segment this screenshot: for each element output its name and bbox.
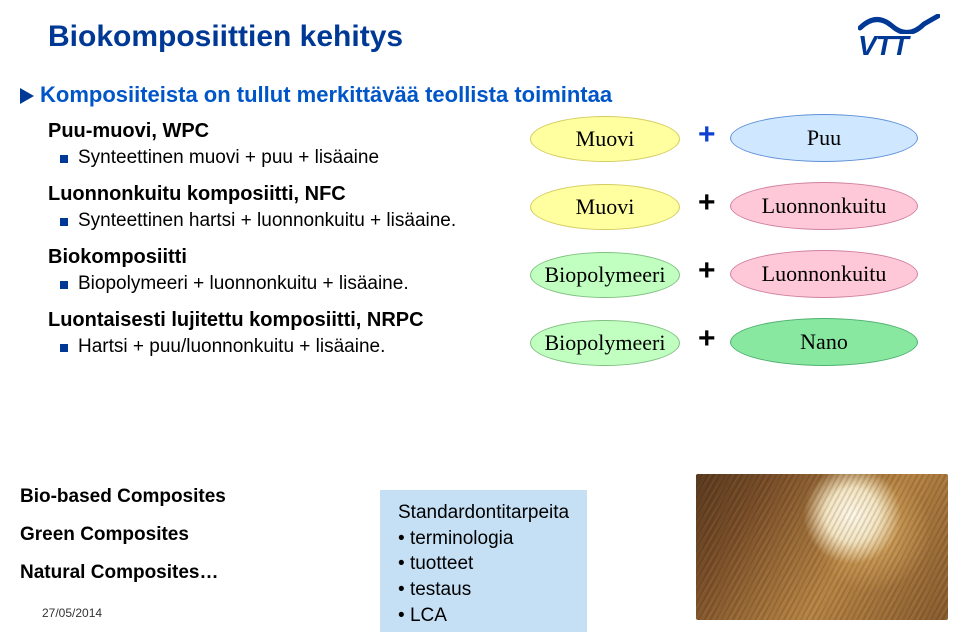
diagram-row-0: Muovi + Puu — [530, 106, 940, 174]
chevron-right-icon — [20, 88, 34, 104]
sections-column: Puu-muovi, WPC Synteettinen muovi + puu … — [48, 120, 528, 372]
ellipse-right: Puu — [730, 114, 918, 162]
ellipse-left: Muovi — [530, 116, 680, 162]
section-item: Synteettinen muovi + puu + lisäaine — [78, 147, 528, 169]
ellipse-left: Biopolymeeri — [530, 320, 680, 366]
slide: Biokomposiittien kehitys VTT Komposiitei… — [0, 0, 960, 632]
subtitle: Komposiiteista on tullut merkittävää teo… — [40, 82, 612, 108]
plus-icon: + — [698, 186, 716, 220]
ellipse-right: Luonnonkuitu — [730, 250, 918, 298]
term-0: Bio-based Composites — [20, 478, 226, 516]
section-head: Puu-muovi, WPC — [48, 120, 528, 143]
section-0: Puu-muovi, WPC Synteettinen muovi + puu … — [48, 120, 528, 169]
logo-text: VTT — [858, 30, 908, 61]
ellipse-right: Nano — [730, 318, 918, 366]
section-item: Biopolymeeri + luonnonkuitu + lisäaine. — [78, 273, 528, 295]
slide-date: 27/05/2014 — [42, 606, 102, 620]
diagram-row-3: Biopolymeeri + Nano — [530, 310, 940, 378]
bottom-terms: Bio-based Composites Green Composites Na… — [20, 478, 226, 592]
plus-icon: + — [698, 254, 716, 288]
diagram-row-1: Muovi + Luonnonkuitu — [530, 174, 940, 242]
standards-item: • tuotteet — [398, 551, 569, 577]
fiber-photo — [696, 474, 948, 620]
section-item: Hartsi + puu/luonnonkuitu + lisäaine. — [78, 336, 528, 358]
standards-item: • testaus — [398, 577, 569, 603]
std-0: terminologia — [410, 528, 514, 549]
plus-icon: + — [698, 118, 716, 152]
vtt-logo: VTT — [858, 14, 940, 62]
diagram-row-2: Biopolymeeri + Luonnonkuitu — [530, 242, 940, 310]
section-3: Luontaisesti lujitettu komposiitti, NRPC… — [48, 309, 528, 358]
plus-icon: + — [698, 322, 716, 356]
page-title: Biokomposiittien kehitys — [48, 20, 403, 54]
term-1: Green Composites — [20, 516, 226, 554]
section-2: Biokomposiitti Biopolymeeri + luonnonkui… — [48, 246, 528, 295]
ellipse-left: Biopolymeeri — [530, 252, 680, 298]
standards-title: Standardontitarpeita — [398, 500, 569, 526]
section-item: Synteettinen hartsi + luonnonkuitu + lis… — [78, 210, 528, 232]
std-1: tuotteet — [410, 553, 473, 574]
ellipse-right: Luonnonkuitu — [730, 182, 918, 230]
standards-item: • LCA — [398, 603, 569, 629]
std-3: LCA — [410, 605, 447, 626]
diagram: Muovi + Puu Muovi + Luonnonkuitu Biopoly… — [530, 106, 940, 378]
standards-item: • terminologia — [398, 526, 569, 552]
section-head: Luontaisesti lujitettu komposiitti, NRPC — [48, 309, 528, 332]
ellipse-left: Muovi — [530, 184, 680, 230]
section-1: Luonnonkuitu komposiitti, NFC Synteettin… — [48, 183, 528, 232]
section-head: Biokomposiitti — [48, 246, 528, 269]
section-head: Luonnonkuitu komposiitti, NFC — [48, 183, 528, 206]
std-2: testaus — [410, 579, 471, 600]
standards-box: Standardontitarpeita • terminologia • tu… — [380, 490, 587, 632]
term-2: Natural Composites… — [20, 554, 226, 592]
